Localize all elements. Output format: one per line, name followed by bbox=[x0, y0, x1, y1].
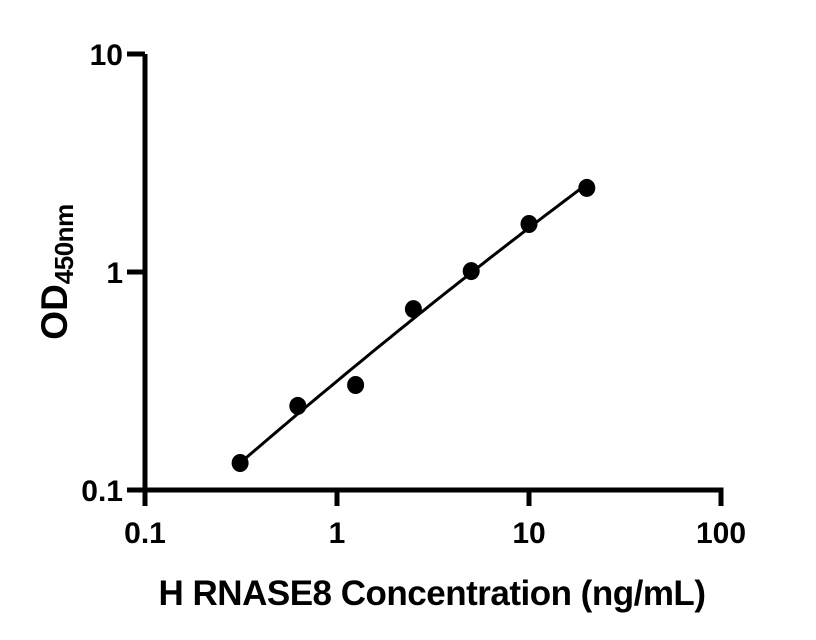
data-point bbox=[462, 262, 480, 281]
data-point bbox=[347, 376, 365, 394]
data-point bbox=[578, 178, 596, 197]
y-axis-title-main: OD bbox=[34, 284, 75, 340]
data-point bbox=[404, 300, 422, 319]
x-tick-label: 1 bbox=[329, 517, 346, 550]
data-point bbox=[289, 396, 307, 415]
x-tick-label: 100 bbox=[696, 517, 746, 550]
y-tick-label: 0.1 bbox=[81, 475, 123, 508]
y-tick-label: 1 bbox=[106, 257, 123, 290]
y-axis-title: OD450nm bbox=[34, 204, 80, 339]
x-tick-label: 0.1 bbox=[124, 517, 166, 550]
y-tick-label: 10 bbox=[90, 39, 123, 72]
x-tick-label: 10 bbox=[512, 517, 545, 550]
data-point bbox=[231, 454, 249, 472]
data-point bbox=[520, 215, 538, 233]
x-axis-title: H RNASE8 Concentration (ng/mL) bbox=[158, 574, 706, 613]
y-axis-title-subscript: 450nm bbox=[49, 204, 79, 285]
